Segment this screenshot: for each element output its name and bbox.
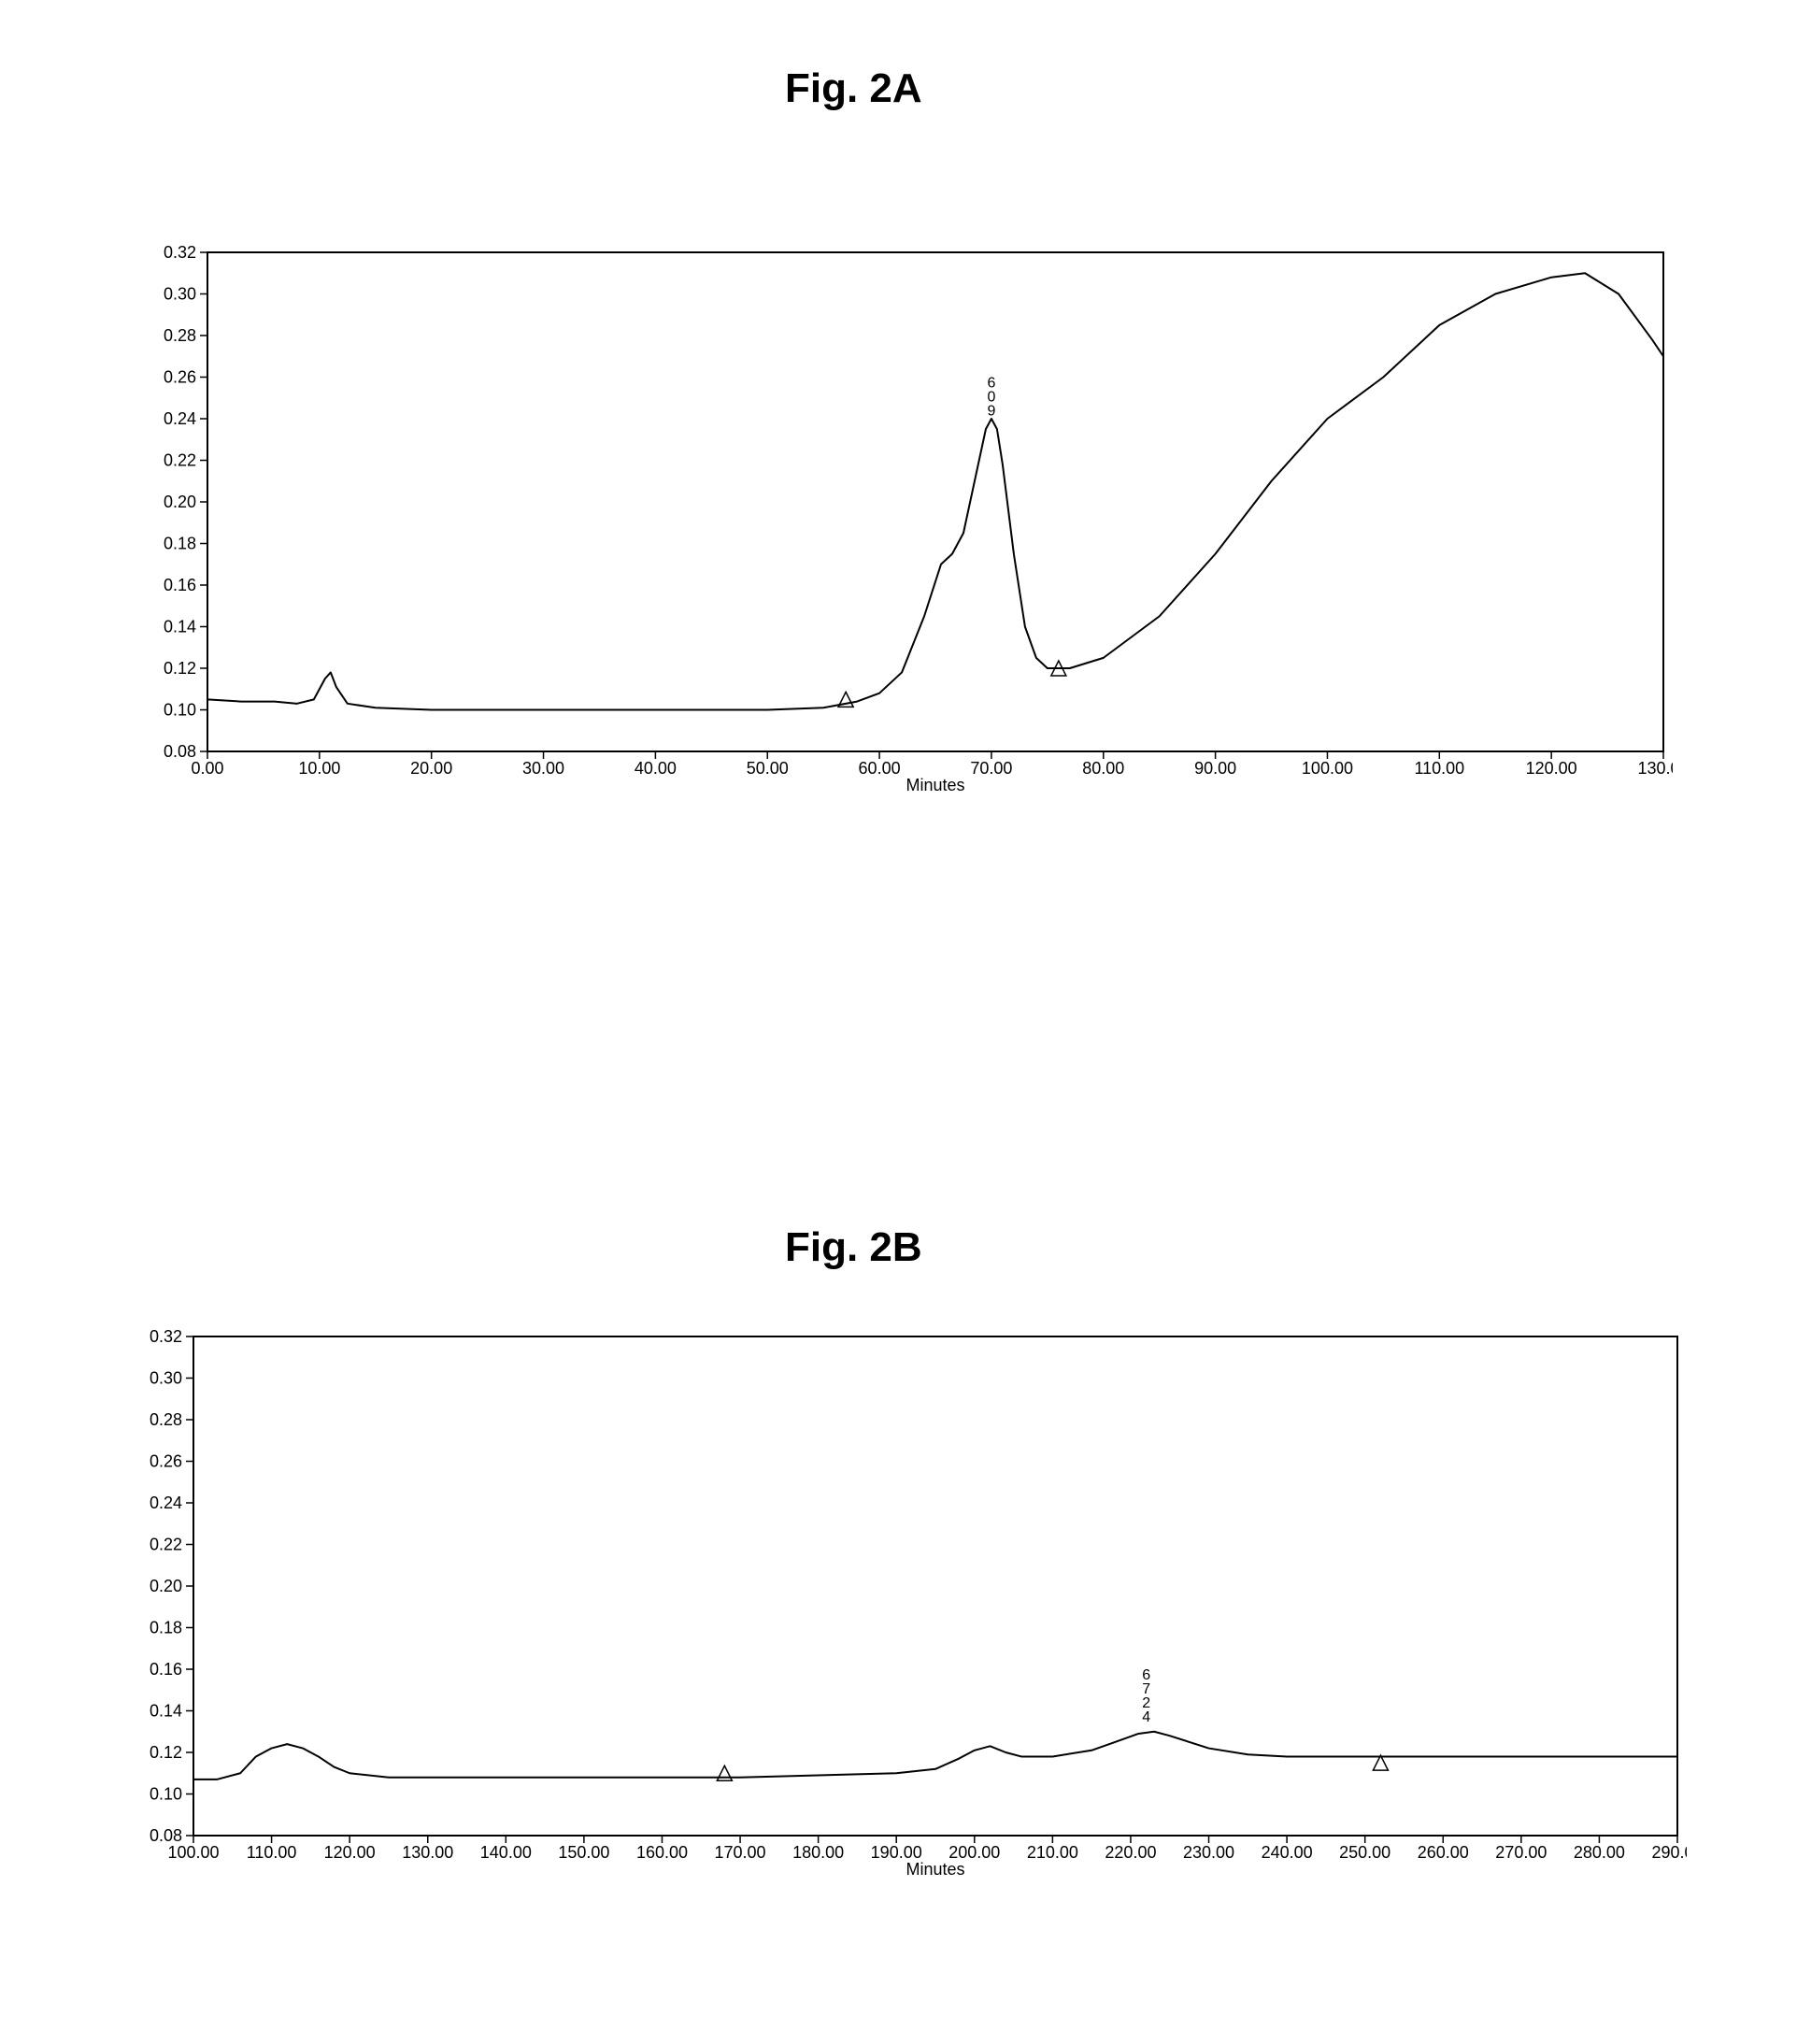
svg-text:0.24: 0.24: [150, 1494, 182, 1512]
svg-text:10.00: 10.00: [298, 759, 340, 778]
chart-b-frame: 0.08 0.10 0.12 0.14 0.16 0.18 0.20 0.22 0.24 0.26…: [126, 1327, 1687, 1879]
svg-text:180.00: 180.00: [792, 1843, 844, 1862]
chart-b-svg: 0.08 0.10 0.12 0.14 0.16 0.18 0.20 0.22 0.24 0.26…: [126, 1327, 1687, 1879]
svg-text:280.00: 280.00: [1574, 1843, 1625, 1862]
svg-text:200.00: 200.00: [948, 1843, 1000, 1862]
svg-text:0.14: 0.14: [150, 1702, 182, 1721]
svg-text:0.10: 0.10: [150, 1785, 182, 1804]
svg-text:0.14: 0.14: [164, 618, 196, 636]
svg-text:9: 9: [987, 404, 995, 420]
svg-text:0.20: 0.20: [150, 1577, 182, 1595]
svg-text:0.18: 0.18: [150, 1619, 182, 1637]
svg-text:270.00: 270.00: [1495, 1843, 1547, 1862]
svg-text:100.00: 100.00: [167, 1843, 219, 1862]
svg-text:100.00: 100.00: [1302, 759, 1353, 778]
svg-text:210.00: 210.00: [1027, 1843, 1078, 1862]
svg-text:130.00: 130.00: [402, 1843, 453, 1862]
svg-text:120.00: 120.00: [324, 1843, 376, 1862]
chart-a-frame: 0.08 0.10 0.12 0.14 0.16 0.18 0.20 0.22 0.24 0.26…: [140, 243, 1673, 794]
svg-text:0.26: 0.26: [150, 1452, 182, 1471]
svg-text:0.10: 0.10: [164, 701, 196, 720]
svg-text:0.20: 0.20: [164, 493, 196, 511]
svg-text:0.12: 0.12: [150, 1743, 182, 1762]
svg-text:260.00: 260.00: [1418, 1843, 1469, 1862]
svg-text:20.00: 20.00: [410, 759, 452, 778]
svg-text:60.00: 60.00: [859, 759, 901, 778]
svg-text:0.32: 0.32: [164, 243, 196, 262]
svg-text:0.24: 0.24: [164, 409, 196, 428]
svg-text:0.30: 0.30: [164, 285, 196, 304]
svg-text:0.28: 0.28: [150, 1410, 182, 1429]
svg-text:0.30: 0.30: [150, 1369, 182, 1388]
svg-text:190.00: 190.00: [871, 1843, 922, 1862]
svg-text:160.00: 160.00: [636, 1843, 688, 1862]
chart-a-svg: 0.08 0.10 0.12 0.14 0.16 0.18 0.20 0.22 0.24 0.26…: [140, 243, 1673, 794]
svg-text:230.00: 230.00: [1183, 1843, 1234, 1862]
svg-text:70.00: 70.00: [970, 759, 1012, 778]
svg-text:0.32: 0.32: [150, 1327, 182, 1346]
figure-b-title: Fig. 2B: [785, 1224, 922, 1271]
svg-text:Minutes: Minutes: [906, 776, 964, 794]
svg-text:170.00: 170.00: [715, 1843, 766, 1862]
svg-text:0.16: 0.16: [150, 1660, 182, 1679]
svg-text:80.00: 80.00: [1082, 759, 1124, 778]
svg-text:0.28: 0.28: [164, 326, 196, 345]
svg-text:30.00: 30.00: [522, 759, 564, 778]
svg-text:250.00: 250.00: [1339, 1843, 1391, 1862]
svg-text:140.00: 140.00: [480, 1843, 532, 1862]
svg-text:0.18: 0.18: [164, 535, 196, 553]
svg-text:90.00: 90.00: [1194, 759, 1236, 778]
page: Fig. 2A 0.08 0.10 0.12 0.14 0.16 0.18 0.20 0.22…: [0, 0, 1797, 2044]
svg-text:0.00: 0.00: [191, 759, 223, 778]
figure-a-title: Fig. 2A: [785, 65, 922, 112]
svg-text:220.00: 220.00: [1105, 1843, 1156, 1862]
svg-text:290.00: 290.00: [1651, 1843, 1687, 1862]
svg-text:0.16: 0.16: [164, 576, 196, 594]
svg-text:110.00: 110.00: [1414, 759, 1464, 778]
svg-text:120.00: 120.00: [1526, 759, 1577, 778]
svg-text:50.00: 50.00: [747, 759, 789, 778]
svg-text:130.00: 130.00: [1637, 759, 1673, 778]
svg-text:110.00: 110.00: [247, 1843, 297, 1862]
svg-text:4: 4: [1142, 1709, 1150, 1725]
svg-text:240.00: 240.00: [1262, 1843, 1313, 1862]
svg-text:Minutes: Minutes: [906, 1860, 964, 1879]
svg-text:150.00: 150.00: [558, 1843, 609, 1862]
svg-text:40.00: 40.00: [635, 759, 677, 778]
svg-text:0.08: 0.08: [164, 742, 196, 761]
svg-text:0.08: 0.08: [150, 1826, 182, 1845]
svg-text:0.22: 0.22: [150, 1536, 182, 1554]
svg-text:0.22: 0.22: [164, 451, 196, 470]
svg-text:0.26: 0.26: [164, 368, 196, 387]
svg-text:0.12: 0.12: [164, 659, 196, 678]
